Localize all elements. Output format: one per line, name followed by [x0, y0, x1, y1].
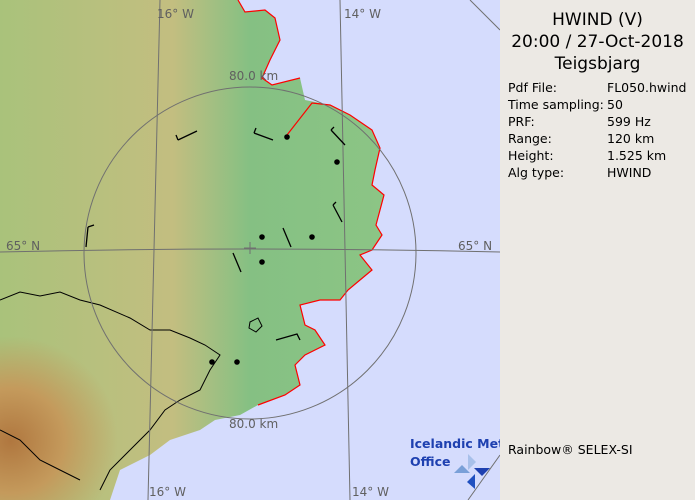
lat-label-65n-right: 65° N [458, 239, 492, 253]
datetime: 20:00 / 27-Oct-2018 [511, 32, 684, 52]
param-row: Alg type: HWIND [508, 165, 652, 180]
wind-barb [175, 130, 198, 141]
calm-point [284, 134, 290, 140]
calm-points [209, 134, 340, 365]
wind-barb [330, 126, 346, 146]
logo-triangle [467, 474, 475, 489]
lon-label-16w-top: 16° W [157, 7, 194, 21]
lat-label-65n-left: 65° N [6, 239, 40, 253]
wind-barb [275, 333, 301, 341]
credit-text: Rainbow® SELEX-SI [508, 442, 633, 457]
range-label-top: 80.0 km [229, 69, 278, 83]
radar-site-marker [244, 242, 256, 254]
imo-logo: Icelandic Met Office [410, 436, 500, 489]
param-row: Time sampling: 50 [508, 97, 623, 112]
highland-area [0, 290, 215, 500]
wind-barb [232, 252, 242, 273]
param-row: Range: 120 km [508, 131, 655, 146]
meridian-16w [147, 0, 161, 500]
logo-triangle [468, 454, 476, 470]
glacier-outline [0, 291, 221, 491]
radar-map[interactable]: 16° W 14° W 16° W 14° W 65° N 65° N 80.0… [0, 0, 500, 500]
coast-outline [237, 0, 385, 406]
range-ring-80km [83, 86, 417, 420]
wind-barb [282, 227, 292, 248]
logo-triangle [454, 465, 470, 473]
site-name: Teigsbjarg [554, 54, 641, 74]
calm-point [209, 359, 215, 365]
meridian-14w [339, 0, 351, 500]
wind-barb [253, 127, 274, 141]
product-title: HWIND (V) [552, 10, 643, 30]
logo-triangle [474, 468, 490, 476]
map-labels: 16° W 14° W 16° W 14° W 65° N 65° N 80.0… [6, 7, 492, 499]
wind-barbs [85, 126, 346, 341]
svg-text:Icelandic Met: Icelandic Met [410, 436, 500, 451]
param-row: Pdf File: FL050.hwind [508, 80, 687, 95]
lon-label-14w-top: 14° W [344, 7, 381, 21]
calm-point [234, 359, 240, 365]
grid-lines [0, 0, 500, 500]
lake-outline [248, 317, 263, 333]
param-row: PRF: 599 Hz [508, 114, 651, 129]
param-list: Pdf File: FL050.hwind Time sampling: 50 PR… [500, 79, 695, 181]
param-row: Height: 1.525 km [508, 148, 667, 163]
meridian-diag [467, 0, 500, 500]
svg-text:Office: Office [410, 454, 450, 469]
lon-label-14w-bottom: 14° W [352, 485, 389, 499]
calm-point [334, 159, 340, 165]
wind-barb [85, 224, 95, 248]
lon-label-16w-bottom: 16° W [149, 485, 186, 499]
wind-barb [332, 201, 343, 223]
calm-point [309, 234, 315, 240]
info-panel: HWIND (V) 20:00 / 27-Oct-2018 Teigsbjarg… [500, 0, 695, 500]
range-label-bottom: 80.0 km [229, 417, 278, 431]
calm-point [259, 234, 265, 240]
calm-point [259, 259, 265, 265]
